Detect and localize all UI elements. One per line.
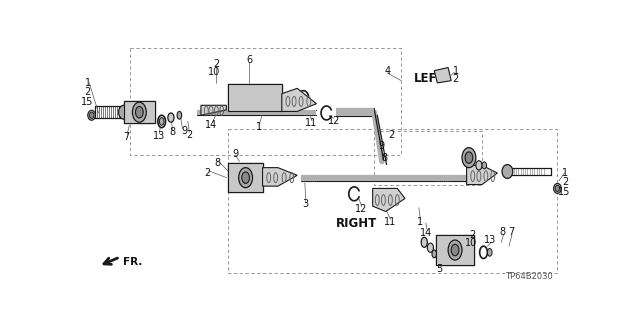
Polygon shape — [282, 88, 316, 111]
Polygon shape — [228, 163, 262, 192]
Text: 14: 14 — [205, 120, 217, 130]
Polygon shape — [201, 105, 227, 115]
Text: 8: 8 — [381, 152, 387, 163]
Ellipse shape — [482, 162, 486, 169]
Ellipse shape — [268, 174, 273, 182]
Text: FR.: FR. — [123, 256, 143, 267]
Text: 9: 9 — [232, 149, 239, 159]
Text: 2: 2 — [470, 230, 476, 240]
Ellipse shape — [288, 93, 294, 104]
Text: 8: 8 — [214, 158, 220, 168]
Text: 13: 13 — [152, 131, 164, 141]
Text: 2: 2 — [452, 74, 459, 84]
Ellipse shape — [168, 113, 174, 122]
Polygon shape — [197, 110, 316, 115]
Text: 2: 2 — [204, 168, 210, 178]
Polygon shape — [436, 235, 474, 265]
Text: LEFT: LEFT — [414, 72, 446, 85]
Polygon shape — [435, 68, 451, 83]
Polygon shape — [228, 85, 282, 111]
Ellipse shape — [88, 110, 95, 120]
Ellipse shape — [448, 240, 462, 260]
Text: 7: 7 — [508, 227, 515, 237]
Ellipse shape — [136, 107, 143, 118]
Ellipse shape — [177, 111, 182, 119]
Ellipse shape — [488, 249, 492, 256]
Text: 5: 5 — [436, 264, 443, 274]
Ellipse shape — [451, 244, 459, 256]
Text: 1: 1 — [417, 217, 424, 226]
Ellipse shape — [295, 94, 300, 102]
Text: 14: 14 — [420, 228, 433, 238]
Text: 4: 4 — [384, 66, 390, 76]
Polygon shape — [451, 174, 467, 181]
Ellipse shape — [421, 237, 428, 247]
Text: TP64B2030: TP64B2030 — [505, 272, 553, 281]
Text: 2: 2 — [388, 130, 394, 140]
Ellipse shape — [502, 165, 513, 178]
Text: 1: 1 — [562, 168, 568, 178]
Polygon shape — [372, 189, 405, 211]
Ellipse shape — [132, 102, 147, 122]
Text: 13: 13 — [484, 235, 496, 245]
Ellipse shape — [90, 112, 94, 118]
Ellipse shape — [428, 243, 433, 252]
Polygon shape — [124, 101, 155, 123]
Text: 9: 9 — [181, 126, 187, 136]
Polygon shape — [467, 165, 497, 185]
Text: 15: 15 — [81, 97, 93, 107]
Ellipse shape — [118, 105, 129, 119]
Polygon shape — [262, 168, 297, 186]
Polygon shape — [336, 108, 374, 116]
Ellipse shape — [476, 161, 482, 170]
Text: 7: 7 — [123, 132, 129, 142]
Text: 2: 2 — [186, 130, 193, 139]
Text: 3: 3 — [302, 199, 308, 209]
Text: 12: 12 — [355, 204, 367, 214]
Ellipse shape — [159, 118, 164, 125]
Ellipse shape — [432, 250, 436, 258]
Text: 8: 8 — [170, 127, 175, 137]
Polygon shape — [301, 174, 451, 181]
Text: 2: 2 — [84, 87, 91, 97]
Ellipse shape — [239, 168, 253, 188]
Text: 11: 11 — [305, 118, 317, 128]
Text: 10: 10 — [465, 238, 477, 248]
Text: 1: 1 — [452, 66, 459, 76]
Text: RIGHT: RIGHT — [336, 217, 377, 230]
Ellipse shape — [462, 148, 476, 168]
Ellipse shape — [555, 185, 560, 191]
Ellipse shape — [554, 183, 561, 193]
Text: 11: 11 — [383, 217, 396, 226]
Text: 10: 10 — [208, 67, 220, 77]
Text: 6: 6 — [246, 55, 253, 65]
Text: 2: 2 — [562, 177, 568, 187]
Text: 1: 1 — [84, 78, 91, 88]
Text: 15: 15 — [558, 187, 571, 197]
Text: 2: 2 — [213, 59, 220, 69]
Ellipse shape — [465, 152, 473, 163]
Text: 1: 1 — [255, 122, 262, 132]
Ellipse shape — [242, 172, 250, 183]
Text: 12: 12 — [328, 116, 340, 126]
Text: 9: 9 — [379, 141, 385, 151]
Text: 8: 8 — [500, 227, 506, 237]
